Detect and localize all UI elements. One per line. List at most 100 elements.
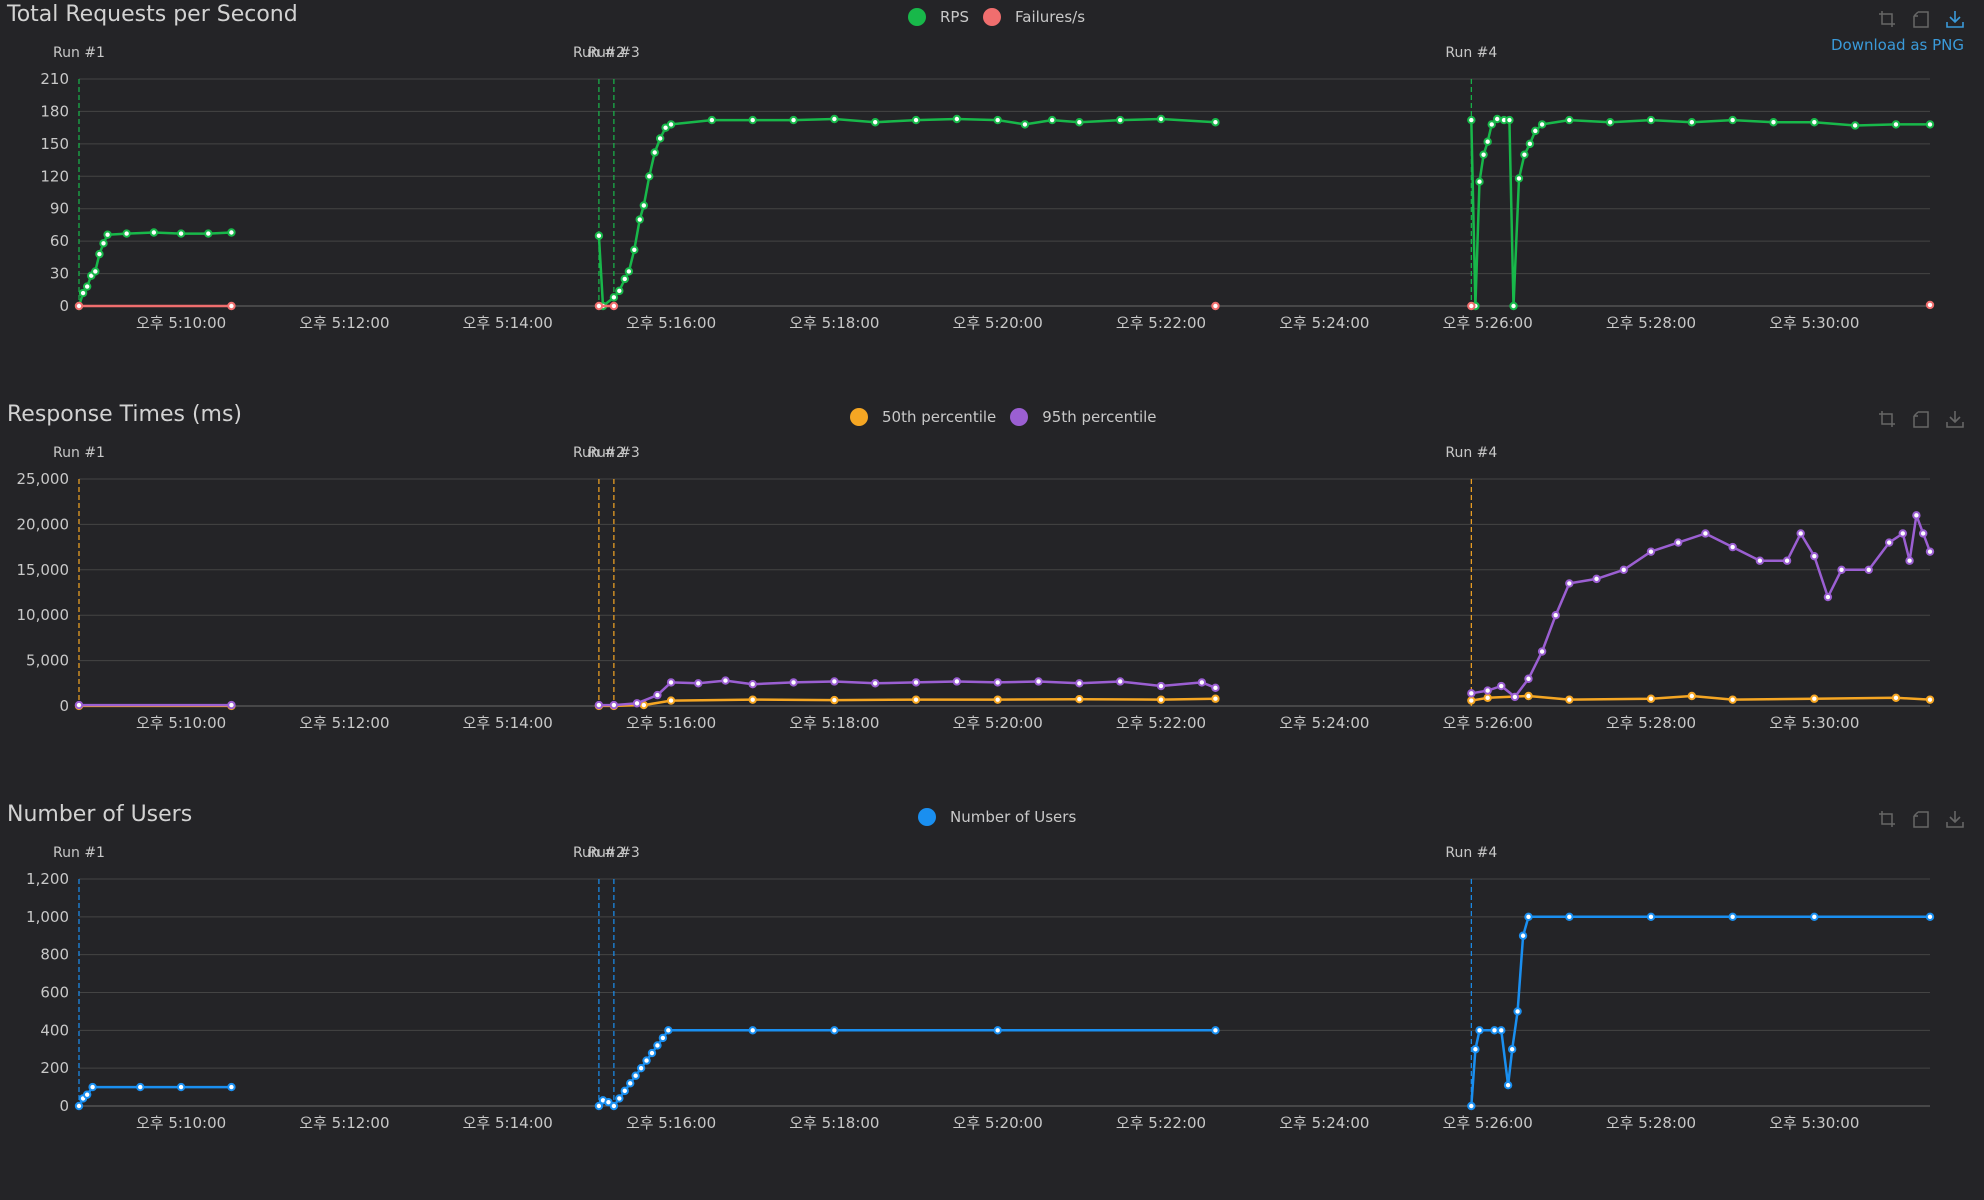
data-point[interactable] [666,120,676,129]
data-point[interactable] [871,679,880,688]
data-point[interactable] [631,1071,640,1080]
data-point[interactable] [1565,912,1574,922]
data-point[interactable] [1520,150,1529,159]
data-point[interactable] [624,267,634,276]
data-point[interactable] [1796,529,1805,538]
data-point[interactable] [830,677,839,686]
data-point[interactable] [1925,695,1935,704]
data-point[interactable] [149,228,159,237]
data-point[interactable] [1619,565,1628,575]
data-point[interactable] [655,134,665,143]
data-point[interactable] [694,679,703,688]
zoom-reset-icon[interactable] [1910,808,1932,830]
data-point[interactable] [1156,681,1166,691]
data-point[interactable] [830,1026,839,1035]
data-point[interactable] [74,700,84,710]
data-point[interactable] [99,239,108,248]
data-point[interactable] [1034,677,1043,686]
data-point[interactable] [993,115,1002,125]
data-point[interactable] [1467,696,1476,705]
data-point[interactable] [1509,301,1518,311]
data-point[interactable] [830,695,839,705]
data-point[interactable] [82,282,92,291]
data-point[interactable] [1701,529,1710,538]
data-point[interactable] [1075,118,1084,127]
data-point[interactable] [1823,592,1833,602]
data-point[interactable] [1211,1026,1220,1035]
data-point[interactable] [1565,579,1574,588]
data-point[interactable] [1728,542,1737,552]
data-point[interactable] [594,1101,604,1111]
data-point[interactable] [1525,139,1535,149]
data-point[interactable] [993,1026,1002,1035]
data-point[interactable] [615,286,624,296]
data-point[interactable] [1769,118,1778,127]
data-point[interactable] [1646,694,1656,703]
data-point[interactable] [1513,1007,1522,1016]
data-point[interactable] [1891,693,1901,703]
data-point[interactable] [721,676,730,685]
data-point[interactable] [871,118,880,127]
data-point[interactable] [748,680,757,689]
data-point[interactable] [227,301,236,311]
data-point[interactable] [1782,556,1792,565]
data-point[interactable] [1646,547,1656,556]
data-point[interactable] [1047,115,1057,125]
data-point[interactable] [1674,538,1683,547]
data-point[interactable] [664,1026,673,1035]
data-point[interactable] [1467,115,1476,125]
data-point[interactable] [1884,538,1894,547]
data-point[interactable] [653,690,662,700]
data-point[interactable] [1510,692,1520,702]
data-point[interactable] [1918,529,1928,538]
data-point[interactable] [1728,115,1737,125]
data-point[interactable] [1551,611,1560,620]
data-point[interactable] [952,677,962,686]
data-point[interactable] [632,699,642,708]
data-point[interactable] [748,115,757,125]
data-point[interactable] [1810,694,1819,703]
data-point[interactable] [1925,120,1935,129]
data-point[interactable] [74,301,84,311]
data-point[interactable] [635,215,644,224]
data-point[interactable] [1891,120,1901,129]
data-point[interactable] [604,1098,613,1107]
zoom-reset-icon[interactable] [1910,408,1932,430]
data-point[interactable] [122,229,131,238]
zoom-reset-icon[interactable] [1910,8,1932,30]
data-point[interactable] [1156,114,1166,124]
data-point[interactable] [1728,695,1737,704]
data-point[interactable] [1211,118,1220,127]
data-point[interactable] [1211,694,1220,703]
data-point[interactable] [594,231,604,240]
data-point[interactable] [1503,1080,1513,1090]
data-point[interactable] [227,228,236,237]
download-label[interactable]: Download as PNG [1831,36,1964,54]
data-point[interactable] [88,1082,97,1092]
data-point[interactable] [1531,126,1540,136]
data-point[interactable] [911,678,921,687]
data-point[interactable] [1810,551,1819,561]
data-point[interactable] [666,678,676,687]
data-point[interactable] [1605,118,1615,127]
download-icon[interactable] [1944,408,1966,430]
zoom-icon[interactable] [1876,408,1898,430]
data-point[interactable] [789,678,798,687]
data-point[interactable] [1487,120,1496,129]
data-point[interactable] [594,301,604,311]
data-point[interactable] [1925,912,1935,922]
data-point[interactable] [74,1101,84,1111]
data-point[interactable] [1810,118,1819,127]
data-point[interactable] [748,695,757,704]
data-point[interactable] [1483,693,1492,703]
data-point[interactable] [636,1063,646,1073]
data-point[interactable] [1467,301,1476,311]
data-point[interactable] [993,695,1002,704]
data-point[interactable] [82,1090,92,1099]
data-point[interactable] [1020,120,1030,129]
data-point[interactable] [1514,174,1524,183]
data-point[interactable] [642,1056,651,1065]
download-icon[interactable] [1944,8,1966,30]
data-point[interactable] [136,1082,145,1092]
data-point[interactable] [594,700,604,710]
